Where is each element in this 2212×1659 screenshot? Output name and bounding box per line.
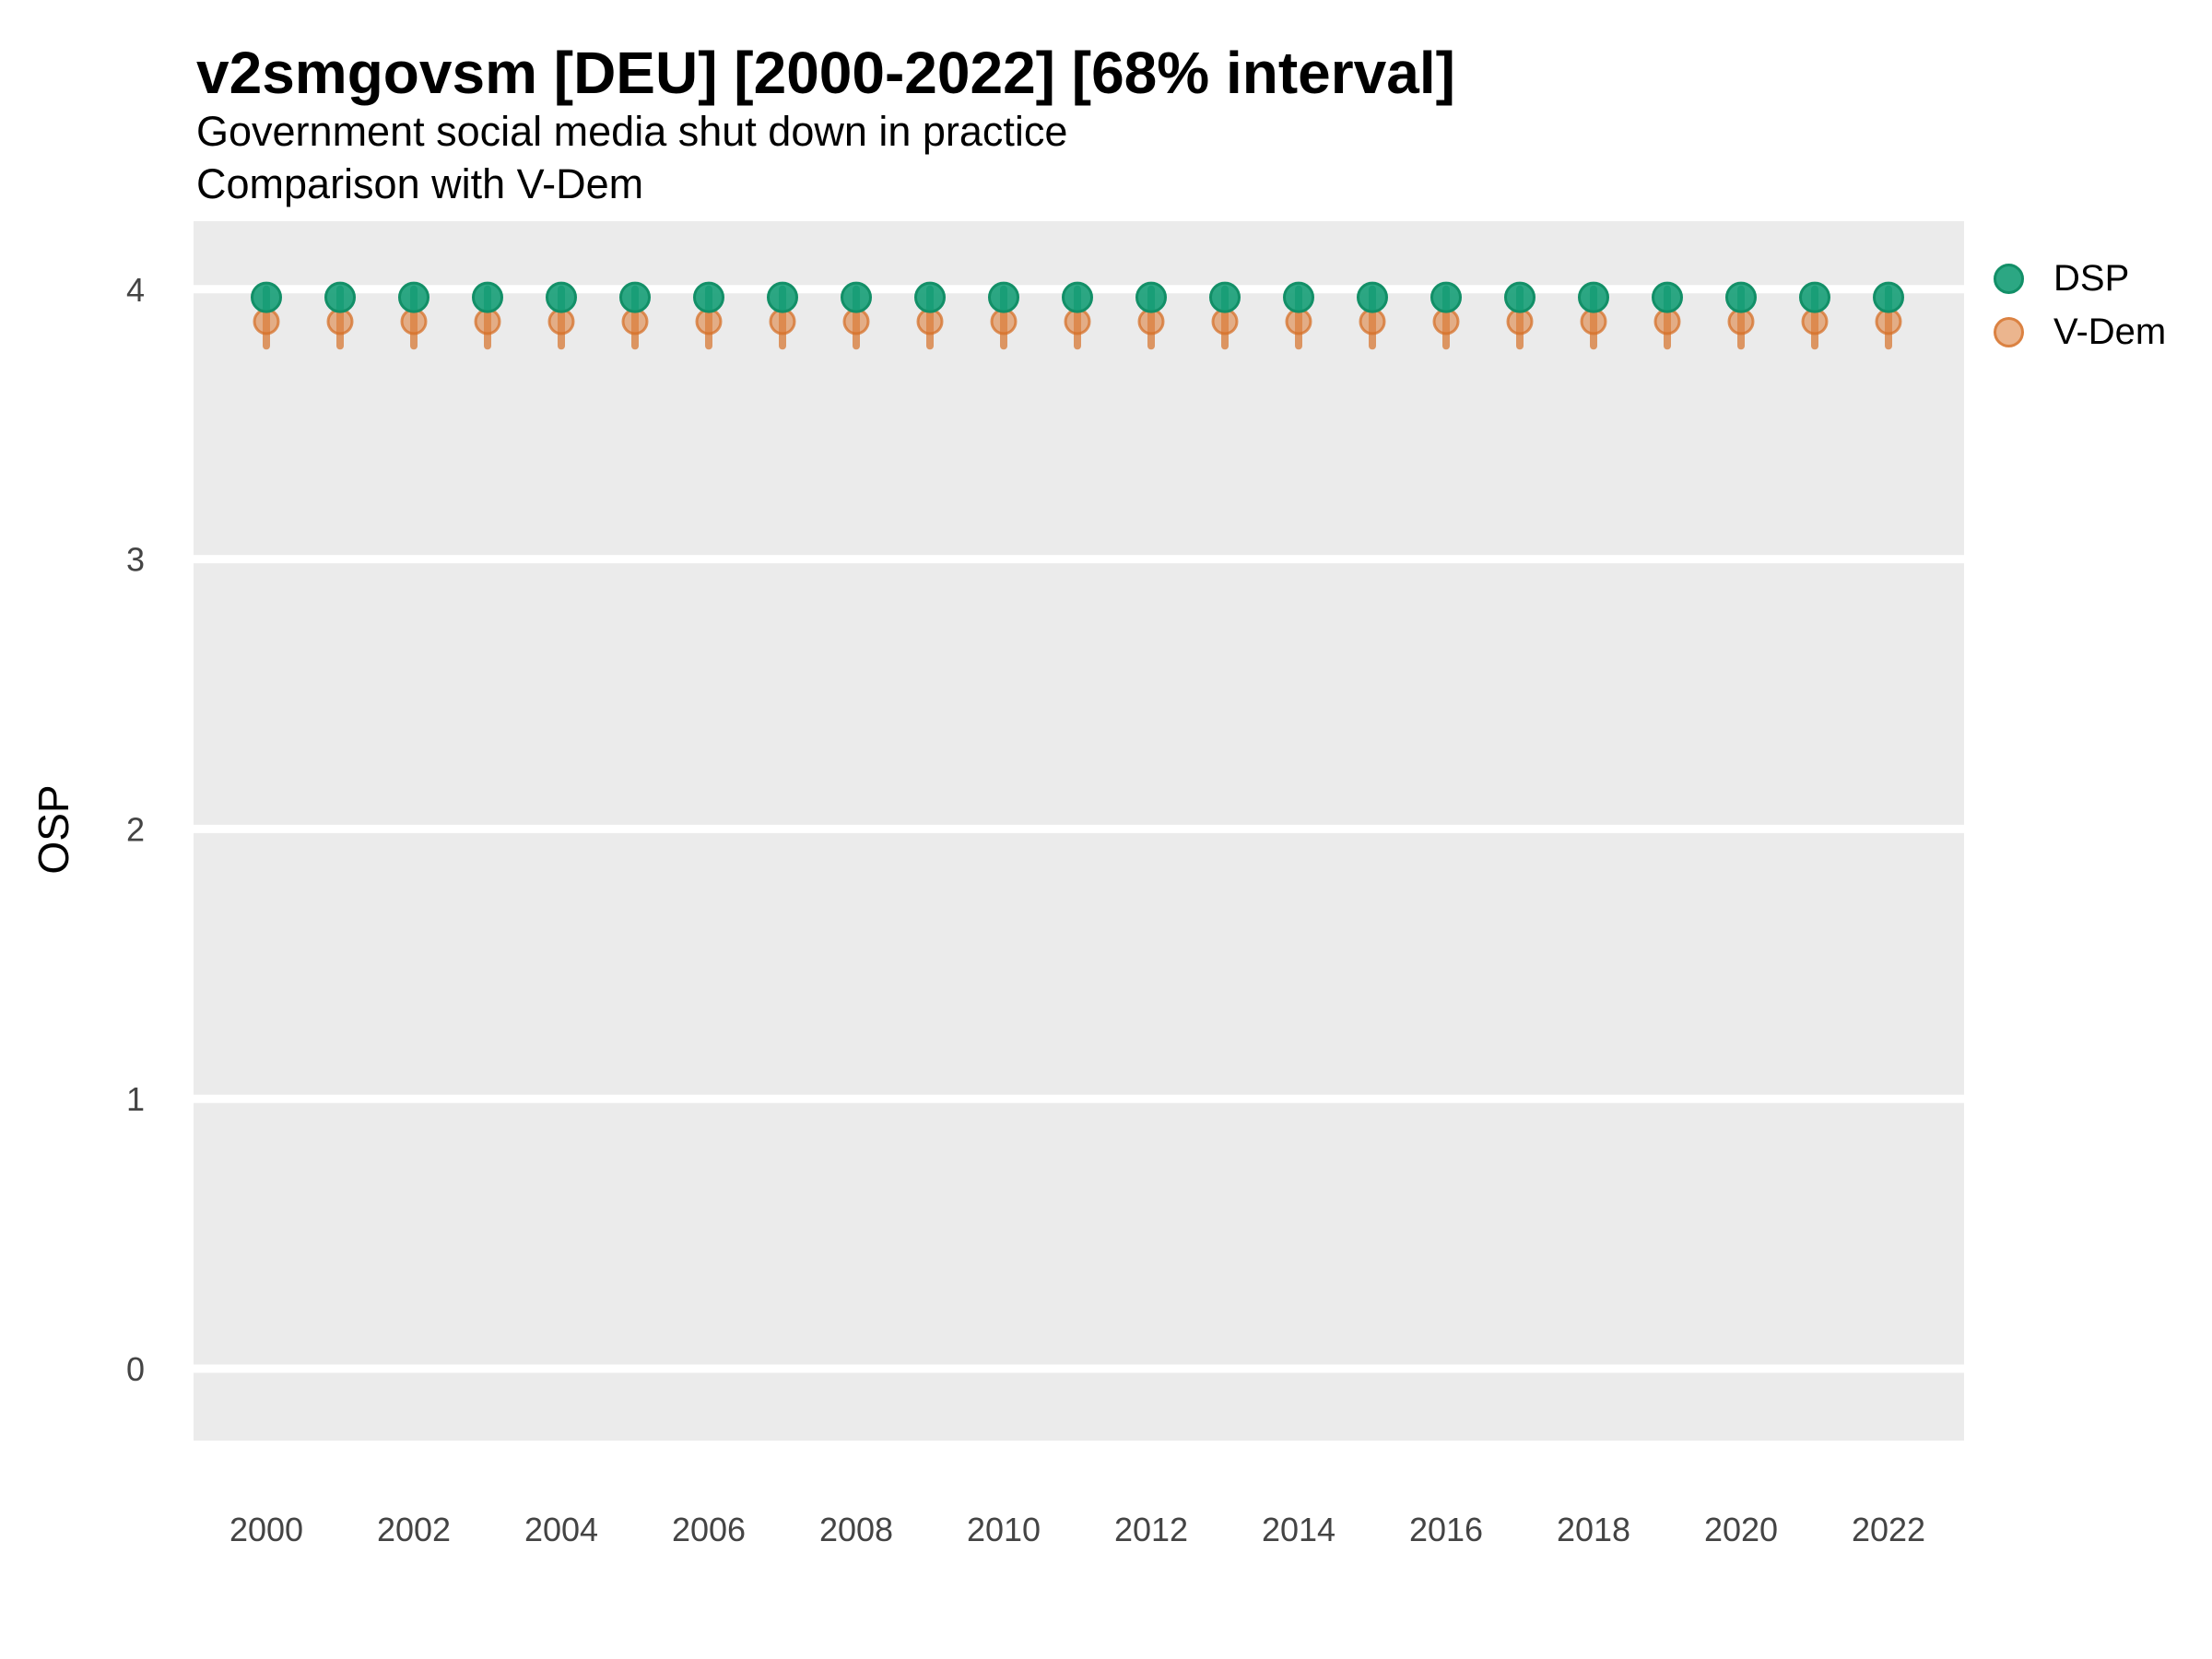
legend-dot-dsp-icon [1994,263,2024,294]
vdem-point-2021 [1801,308,1829,335]
dsp-point-2006 [693,281,724,313]
chart-subtitle: Government social media shut down in pra… [196,108,1068,155]
x-tick-label-2012: 2012 [1114,1511,1188,1548]
dsp-point-2000 [251,281,282,313]
dsp-point-2014 [1283,281,1314,313]
vdem-point-2008 [842,308,870,335]
vdem-point-2006 [695,308,723,335]
dsp-point-2011 [1062,281,1093,313]
vdem-point-2002 [400,308,428,335]
dsp-point-2009 [914,281,946,313]
y-tick-label-3: 3 [126,541,145,579]
x-tick-label-2000: 2000 [229,1511,303,1548]
vdem-point-2017 [1506,308,1534,335]
dsp-point-2013 [1209,281,1241,313]
chart-title: v2smgovsm [DEU] [2000-2022] [68% interva… [196,40,1455,106]
y-axis-label: OSP [29,784,77,875]
vdem-point-2011 [1064,308,1091,335]
x-tick-label-2006: 2006 [672,1511,746,1548]
dsp-point-2020 [1725,281,1757,313]
x-tick-label-2014: 2014 [1262,1511,1335,1548]
legend-dot-vdem-icon [1994,316,2024,347]
dsp-point-2017 [1504,281,1535,313]
dsp-point-2012 [1135,281,1167,313]
dsp-point-2002 [398,281,429,313]
vdem-point-2019 [1653,308,1681,335]
vdem-point-2015 [1359,308,1386,335]
chart-subtitle-2: Comparison with V-Dem [196,160,644,207]
vdem-point-2000 [253,308,280,335]
x-tick-label-2010: 2010 [967,1511,1041,1548]
y-tick-label-1: 1 [126,1080,145,1118]
vdem-point-2018 [1580,308,1607,335]
dsp-point-2021 [1799,281,1830,313]
dsp-point-2003 [472,281,503,313]
y-tick-label-2: 2 [126,810,145,848]
dsp-point-2019 [1652,281,1683,313]
dsp-point-2016 [1430,281,1462,313]
x-tick-label-2020: 2020 [1704,1511,1778,1548]
dsp-point-2015 [1357,281,1388,313]
x-tick-label-2008: 2008 [819,1511,893,1548]
y-tick-label-0: 0 [126,1350,145,1388]
legend: DSP V-Dem [1994,256,2166,354]
vdem-point-2005 [621,308,649,335]
legend-item-vdem: V-Dem [1994,310,2166,354]
dsp-point-2005 [619,281,651,313]
dsp-point-2022 [1873,281,1904,313]
vdem-point-2014 [1285,308,1312,335]
x-tick-label-2004: 2004 [524,1511,598,1548]
vdem-point-2004 [547,308,575,335]
dsp-point-2001 [324,281,356,313]
x-tick-label-2016: 2016 [1409,1511,1483,1548]
y-tick-label-4: 4 [126,271,145,309]
legend-label-dsp: DSP [2053,258,2130,299]
x-tick-label-2022: 2022 [1852,1511,1925,1548]
x-tick-label-2018: 2018 [1557,1511,1630,1548]
dsp-point-2007 [767,281,798,313]
dsp-point-2018 [1578,281,1609,313]
x-tick-label-2002: 2002 [377,1511,451,1548]
vdem-point-2013 [1211,308,1239,335]
vdem-point-2003 [474,308,501,335]
dsp-point-2008 [841,281,872,313]
vdem-point-2012 [1137,308,1165,335]
vdem-point-2020 [1727,308,1755,335]
vdem-point-2009 [916,308,944,335]
legend-label-vdem: V-Dem [2053,312,2167,352]
legend-item-dsp: DSP [1994,256,2166,300]
dsp-point-2010 [988,281,1019,313]
vdem-point-2001 [326,308,354,335]
vdem-point-2022 [1875,308,1902,335]
vdem-point-2016 [1432,308,1460,335]
vdem-point-2007 [769,308,796,335]
dsp-point-2004 [546,281,577,313]
vdem-point-2010 [990,308,1018,335]
